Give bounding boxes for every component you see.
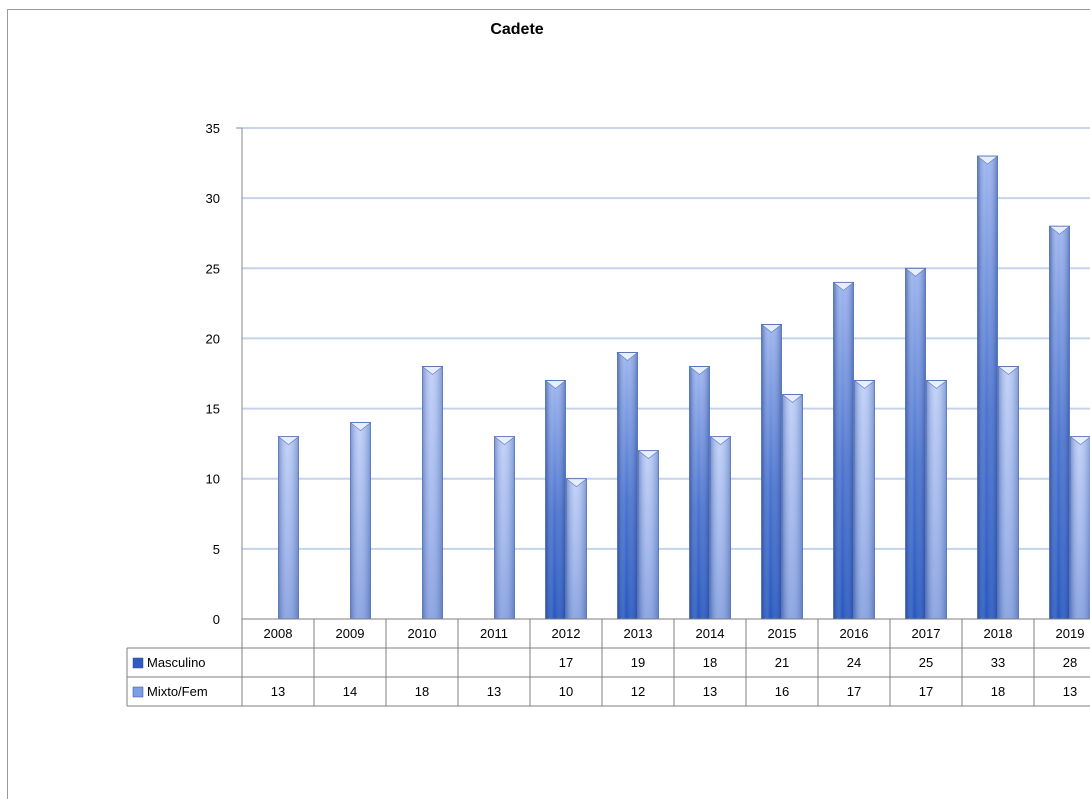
bar-masculino-2013	[618, 352, 638, 619]
bar-masculino-2017	[906, 268, 926, 619]
bar-shade	[690, 366, 710, 619]
bar-shade	[855, 381, 875, 619]
x-tick-label: 2008	[264, 626, 293, 641]
bar-masculino-2012	[546, 381, 566, 619]
x-tick-label: 2014	[696, 626, 725, 641]
bar-shade	[783, 395, 803, 619]
y-tick-label: 20	[206, 331, 220, 346]
bar-mixto-fem-2013	[639, 451, 659, 619]
data-cell: 25	[919, 655, 933, 670]
x-tick-label: 2019	[1056, 626, 1085, 641]
data-cell: 18	[703, 655, 717, 670]
x-tick-label: 2013	[624, 626, 653, 641]
bar-mixto-fem-2009	[351, 423, 371, 619]
data-cell: 17	[919, 684, 933, 699]
data-cell: 18	[991, 684, 1005, 699]
bar-mixto-fem-2015	[783, 395, 803, 619]
x-tick-label: 2011	[480, 626, 508, 641]
bar-masculino-2015	[762, 324, 782, 619]
data-cell: 13	[271, 684, 285, 699]
bar-shade	[1050, 226, 1070, 619]
chart-title: Cadete	[490, 21, 543, 38]
bar-mixto-fem-2017	[927, 381, 947, 619]
x-tick-label: 2018	[984, 626, 1013, 641]
bar-shade	[711, 437, 731, 619]
data-cell: 18	[415, 684, 429, 699]
legend-key	[133, 687, 143, 697]
data-cell: 17	[847, 684, 861, 699]
bar-shade	[639, 451, 659, 619]
y-tick-label: 30	[206, 191, 220, 206]
bar-mixto-fem-2011	[495, 437, 515, 619]
bar-shade	[351, 423, 371, 619]
bar-masculino-2016	[834, 282, 854, 619]
data-cell: 13	[1063, 684, 1077, 699]
bar-shade	[906, 268, 926, 619]
data-cell: 10	[559, 684, 573, 699]
x-tick-label: 2010	[408, 626, 437, 641]
data-cell: 33	[991, 655, 1005, 670]
data-cell: 21	[775, 655, 789, 670]
data-cell: 28	[1063, 655, 1077, 670]
bar-mixto-fem-2012	[567, 479, 587, 619]
bar-shade	[279, 437, 299, 619]
bar-shade	[834, 282, 854, 619]
data-cell: 24	[847, 655, 861, 670]
y-tick-label: 35	[206, 121, 220, 136]
bar-shade	[1071, 437, 1090, 619]
data-cell: 19	[631, 655, 645, 670]
bar-shade	[423, 366, 443, 619]
bar-mixto-fem-2019	[1071, 437, 1090, 619]
y-axis-ticks: 0 5 10 15 20 25 30 35	[206, 121, 220, 627]
data-cell: 17	[559, 655, 573, 670]
y-tick-label: 5	[213, 542, 220, 557]
y-tick-label: 25	[206, 261, 220, 276]
bar-shade	[978, 156, 998, 619]
data-table: 2008 2009 2010 2011 2012 2013 2014 2015 2016 2017…	[127, 619, 1090, 706]
data-cell: 12	[631, 684, 645, 699]
y-tick-label: 0	[213, 612, 220, 627]
x-tick-label: 2012	[552, 626, 581, 641]
series-label: Masculino	[147, 655, 206, 670]
y-tick-label: 15	[206, 402, 220, 417]
x-tick-label: 2015	[768, 626, 797, 641]
data-cell: 13	[703, 684, 717, 699]
x-tick-label: 2009	[336, 626, 365, 641]
bar-mixto-fem-2016	[855, 381, 875, 619]
bar-masculino-2014	[690, 366, 710, 619]
bar-shade	[495, 437, 515, 619]
bar-masculino-2018	[978, 156, 998, 619]
bar-mixto-fem-2018	[999, 366, 1019, 619]
legend-key	[133, 658, 143, 668]
data-cell: 13	[487, 684, 501, 699]
x-tick-label: 2017	[912, 626, 941, 641]
bar-shade	[762, 324, 782, 619]
bar-mixto-fem-2008	[279, 437, 299, 619]
bar-shade	[618, 352, 638, 619]
series-label: Mixto/Fem	[147, 684, 208, 699]
data-cell: 16	[775, 684, 789, 699]
bar-shade	[546, 381, 566, 619]
x-tick-label: 2016	[840, 626, 869, 641]
bar-shade	[567, 479, 587, 619]
bar-shade	[999, 366, 1019, 619]
data-cell: 14	[343, 684, 357, 699]
bar-mixto-fem-2014	[711, 437, 731, 619]
bar-masculino-2019	[1050, 226, 1070, 619]
y-tick-label: 10	[206, 472, 220, 487]
bar-mixto-fem-2010	[423, 366, 443, 619]
bar-shade	[927, 381, 947, 619]
